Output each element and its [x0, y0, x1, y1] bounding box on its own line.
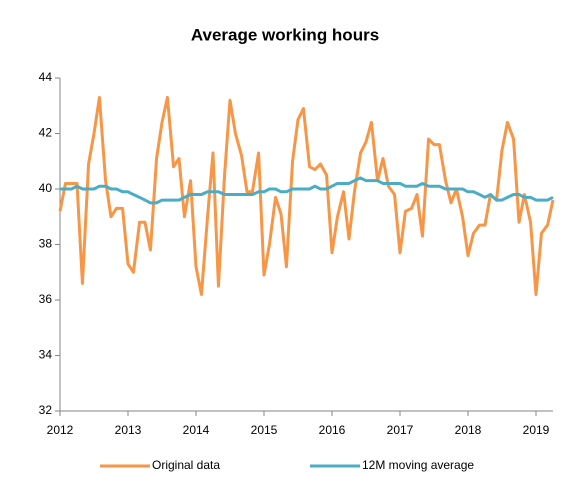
y-tick-label: 34 [39, 348, 53, 362]
chart-title: Average working hours [191, 25, 379, 44]
x-tick-label: 2015 [251, 423, 278, 437]
y-tick-label: 42 [39, 126, 53, 140]
series-line [58, 95, 555, 296]
y-tick-label: 32 [39, 403, 53, 417]
y-tick-label: 44 [39, 70, 53, 84]
legend-label: 12M moving average [362, 458, 474, 472]
x-tick-label: 2018 [455, 423, 482, 437]
y-tick-label: 38 [39, 237, 53, 251]
y-tick-label: 40 [39, 181, 53, 195]
x-tick-label: 2012 [47, 423, 74, 437]
series-line [60, 176, 554, 205]
x-tick-label: 2017 [387, 423, 414, 437]
x-tick-label: 2019 [523, 423, 550, 437]
legend-label: Original data [152, 458, 220, 472]
y-tick-label: 36 [39, 292, 53, 306]
x-tick-label: 2016 [319, 423, 346, 437]
x-tick-label: 2014 [183, 423, 210, 437]
x-tick-label: 2013 [115, 423, 142, 437]
